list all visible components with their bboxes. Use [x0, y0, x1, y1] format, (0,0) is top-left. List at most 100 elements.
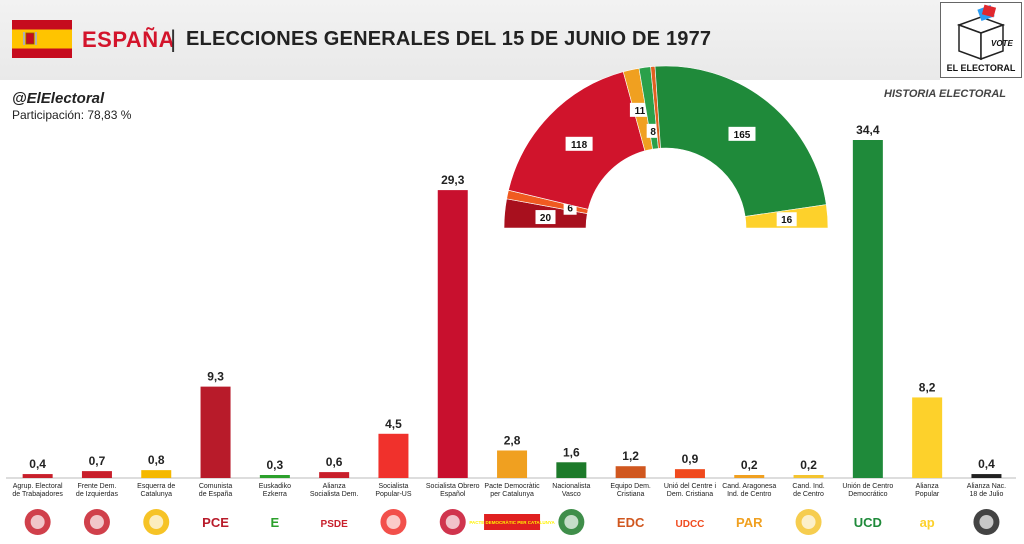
party-label: Socialista Obrero: [426, 483, 480, 490]
bar: [200, 386, 231, 478]
party-label: Español: [440, 491, 466, 498]
section-subtitle: HISTORIA ELECTORAL: [884, 88, 1007, 100]
bar-value-label: 2,8: [504, 433, 521, 447]
seat-label-text: 6: [567, 204, 573, 215]
logo-shape: [89, 515, 104, 529]
bar: [734, 475, 765, 478]
bar: [497, 450, 528, 478]
seat-label: 165: [728, 126, 756, 141]
seat-label-box: [728, 126, 756, 141]
bar-value-label: 0,2: [741, 458, 758, 472]
logo-text: PAR: [736, 515, 763, 530]
title-separator: |: [170, 26, 177, 53]
party-label: Euskadiko: [259, 483, 291, 490]
bar: [793, 475, 824, 478]
seat-label-text: 11: [635, 106, 646, 117]
party-label: Nacionalista: [552, 483, 590, 490]
logo-shape: [801, 515, 816, 529]
party-label: Unió del Centre i: [664, 483, 717, 490]
party-label: Cand. Ind.: [792, 483, 824, 490]
bar-value-label: 29,3: [441, 173, 465, 187]
party-label: Unión de Centro: [842, 483, 893, 490]
cic-logo-icon: [795, 509, 822, 535]
ec-logo-icon: [143, 509, 170, 535]
seat-label-text: 118: [571, 140, 588, 151]
bar-value-label: 0,8: [148, 453, 165, 467]
ap-logo-icon: ap: [920, 515, 935, 530]
an18-logo-icon: [973, 509, 1000, 535]
party-label: Socialista: [378, 483, 408, 490]
twitter-handle: @ElElectoral: [12, 90, 105, 107]
bar: [22, 474, 53, 478]
logo-shape: [386, 515, 401, 529]
party-label: Popular: [915, 491, 940, 498]
logo-text: E: [271, 515, 280, 530]
spain-flag-icon: [12, 20, 72, 58]
bar-value-label: 9,3: [207, 370, 224, 384]
party-label: Vasco: [562, 491, 581, 498]
bar-group: 0,2 Cand. Ind.de Centro: [792, 458, 825, 535]
ucd-logo-icon: UCD: [854, 515, 882, 530]
ballot-box-icon: VOTE: [956, 4, 1013, 61]
seat-label: 118: [565, 136, 593, 151]
turnout-text: Participación: 78,83 %: [12, 108, 132, 122]
psde-logo-icon: PSDE: [321, 519, 349, 530]
udcc-logo-icon: UDCC: [676, 519, 705, 530]
psp-logo-icon: [380, 509, 407, 535]
bar-value-label: 8,2: [919, 380, 936, 394]
party-label: Agrup. Electoral: [13, 483, 63, 490]
bar: [81, 471, 112, 478]
bar: [378, 433, 409, 478]
bar: [556, 462, 587, 478]
bar-value-label: 0,4: [978, 457, 995, 471]
logo-shape: [979, 515, 994, 529]
seat-label-text: 16: [781, 215, 793, 226]
logo-text: EDC: [617, 515, 645, 530]
seat-label-box: [565, 136, 593, 151]
seat-label-text: 165: [734, 130, 751, 141]
party-label: Pacte Democràtic: [484, 483, 540, 490]
party-label: Ind. de Centro: [727, 491, 771, 498]
fdi-logo-icon: [83, 509, 110, 535]
pce-logo-icon: PCE: [202, 515, 229, 530]
bar-value-label: 34,4: [856, 123, 880, 137]
party-label: Cand. Aragonesa: [722, 483, 776, 490]
logo-text: UDCC: [676, 519, 705, 530]
logo-name: EL ELECTORAL: [946, 63, 1016, 73]
seat-label-text: 20: [540, 213, 552, 224]
logo-text: ap: [920, 515, 935, 530]
seat-segment: [654, 65, 827, 217]
party-label: per Catalunya: [490, 491, 534, 498]
party-label: de Trabajadores: [12, 491, 63, 498]
page-title: ELECCIONES GENERALES DEL 15 DE JUNIO DE …: [186, 28, 712, 50]
bar-value-label: 1,6: [563, 445, 580, 459]
ee-logo-icon: E: [271, 515, 280, 530]
party-label: de Izquierdas: [76, 491, 119, 498]
seat-label-box: [535, 210, 556, 225]
logo-shape: [149, 515, 164, 529]
bar-value-label: 0,6: [326, 455, 343, 469]
bar-value-label: 0,7: [89, 454, 106, 468]
party-label: Dem. Cristiana: [667, 491, 713, 498]
seat-label: 16: [776, 212, 797, 227]
party-label: Alianza: [916, 483, 939, 490]
bar-group: 0,4 Alianza Nac.18 de Julio: [967, 457, 1006, 535]
bar: [259, 475, 290, 478]
bar-value-label: 4,5: [385, 417, 402, 431]
logo-shape: [445, 515, 460, 529]
seat-label-text: 8: [650, 127, 656, 138]
bar: [971, 474, 1002, 478]
bar: [615, 466, 646, 478]
bar-group: 0,7 Frente Dem.de Izquierdas: [76, 454, 119, 535]
seat-label: 11: [629, 102, 650, 117]
